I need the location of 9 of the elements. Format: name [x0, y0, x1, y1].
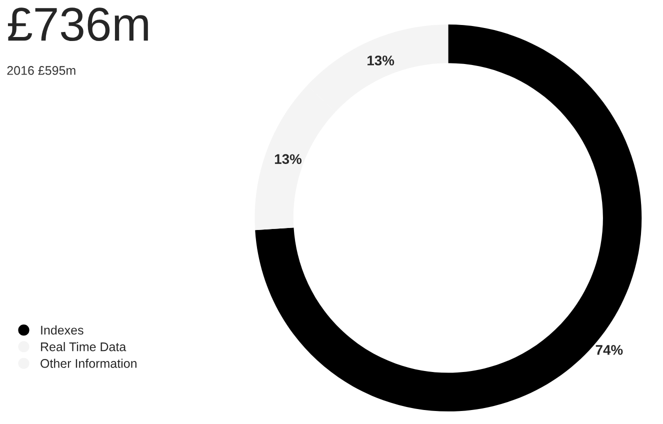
- data-label: 13%: [368, 56, 394, 66]
- legend-label: Real Time Data: [41, 342, 126, 352]
- chart-title: £736m: [8, 8, 148, 42]
- legend-label: Indexes: [41, 325, 84, 335]
- donut-slice: [255, 24, 642, 412]
- data-label: 13%: [274, 154, 302, 164]
- data-label: 74%: [596, 345, 623, 355]
- text: 2016 £595m: [7, 66, 76, 75]
- legend-label: Other Information: [40, 358, 136, 368]
